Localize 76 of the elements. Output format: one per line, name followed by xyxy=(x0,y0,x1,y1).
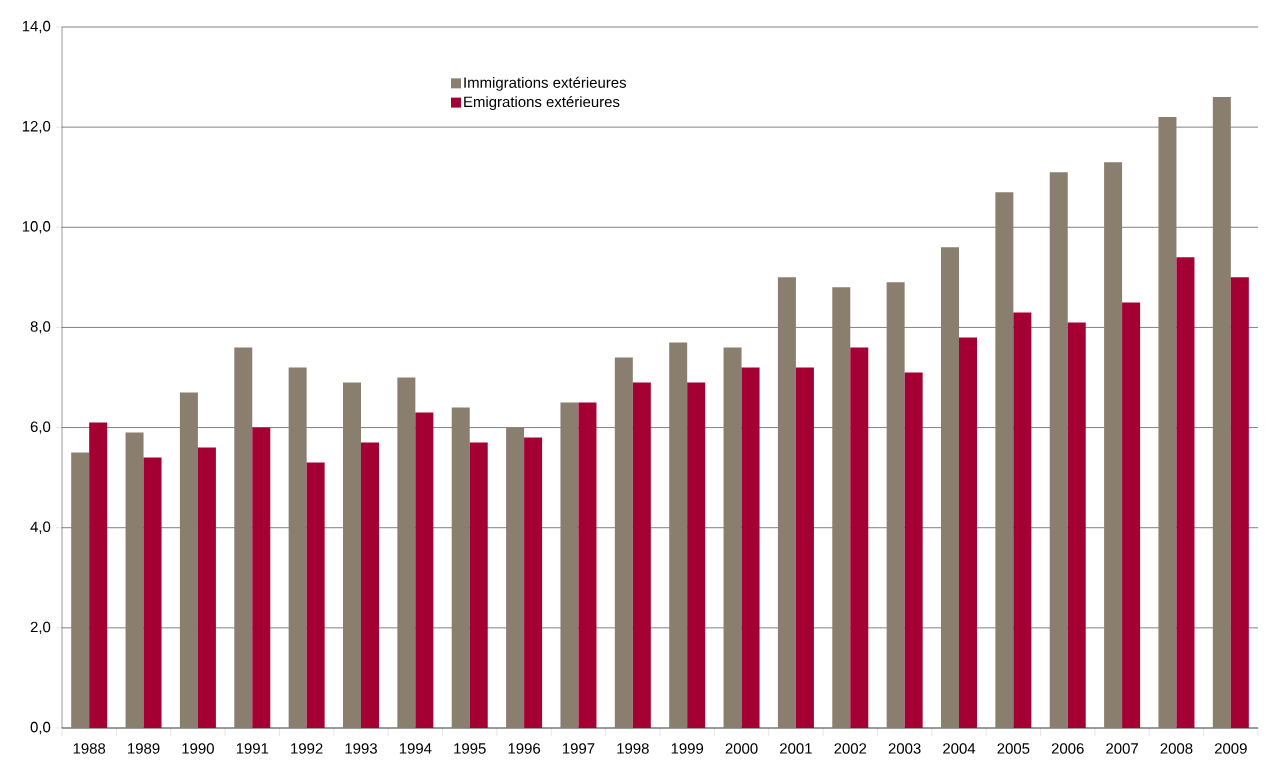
y-tick-label: 14,0 xyxy=(22,20,51,34)
x-tick-label: 2005 xyxy=(997,743,1030,754)
bar xyxy=(941,247,959,728)
bar xyxy=(125,432,144,728)
x-tick-label: 2004 xyxy=(943,743,976,754)
bar xyxy=(1230,277,1249,728)
bar xyxy=(71,452,90,728)
bar xyxy=(234,347,253,728)
bar xyxy=(777,277,796,728)
bar xyxy=(288,367,307,728)
x-tick-label: 1993 xyxy=(345,743,377,754)
y-tick-label: 10,0 xyxy=(22,221,51,234)
legend-label: Immigrations extérieures xyxy=(464,76,627,91)
y-tick-label: 0,0 xyxy=(30,721,51,735)
bar xyxy=(1176,257,1195,728)
bar xyxy=(143,457,162,728)
bar xyxy=(179,392,198,728)
x-tick-label: 1996 xyxy=(508,743,541,754)
x-tick-label: 1992 xyxy=(291,743,323,754)
x-tick-label: 2000 xyxy=(725,743,758,754)
bar xyxy=(415,412,434,728)
x-tick-label: 1995 xyxy=(454,743,486,754)
bar xyxy=(669,342,688,728)
x-tick-label: 2008 xyxy=(1160,743,1193,754)
bar xyxy=(632,382,651,728)
bar xyxy=(469,442,488,728)
bar xyxy=(886,282,905,728)
y-tick-label: 8,0 xyxy=(30,321,51,334)
bar xyxy=(687,382,706,728)
bar xyxy=(1049,172,1068,728)
bar xyxy=(850,347,869,728)
bar xyxy=(795,367,814,728)
bar xyxy=(397,377,416,728)
x-tick-label: 1997 xyxy=(562,743,595,754)
legend-label: Emigrations extérieures xyxy=(464,95,620,111)
bar xyxy=(1104,162,1123,728)
y-tick-label: 6,0 xyxy=(30,421,51,434)
x-tick-label: 1989 xyxy=(128,743,160,754)
x-tick-label: 2009 xyxy=(1214,743,1247,754)
x-tick-label: 1999 xyxy=(671,743,704,754)
bar xyxy=(524,437,543,728)
bar xyxy=(995,192,1014,728)
bar xyxy=(1212,97,1231,728)
bar xyxy=(723,347,742,728)
bar xyxy=(1013,312,1032,728)
bar xyxy=(1158,117,1177,728)
bar xyxy=(1122,302,1141,728)
x-tick-label: 1994 xyxy=(399,743,432,754)
bar xyxy=(306,462,325,728)
bar xyxy=(959,337,977,728)
x-tick-label: 1991 xyxy=(236,743,269,754)
bar xyxy=(560,402,579,728)
y-tick-label: 4,0 xyxy=(30,521,51,534)
x-tick-label: 2002 xyxy=(834,743,867,754)
bar xyxy=(506,427,525,728)
bar xyxy=(89,422,108,728)
x-tick-label: 1998 xyxy=(617,743,649,754)
x-tick-label: 1988 xyxy=(73,743,106,754)
bar xyxy=(343,382,361,728)
x-tick-label: 2003 xyxy=(888,743,921,754)
bar xyxy=(578,402,597,728)
bar xyxy=(741,367,760,728)
x-tick-label: 2001 xyxy=(780,743,812,754)
bar xyxy=(197,447,216,728)
y-tick-label: 2,0 xyxy=(30,621,51,635)
x-tick-label: 1990 xyxy=(182,743,214,754)
bar xyxy=(252,427,271,728)
y-tick-label: 12,0 xyxy=(22,120,51,134)
bar xyxy=(832,287,851,728)
x-tick-label: 2007 xyxy=(1106,743,1138,754)
bar xyxy=(904,372,923,728)
bar xyxy=(614,357,633,728)
bar xyxy=(451,407,470,728)
x-tick-label: 2006 xyxy=(1051,743,1084,754)
bar xyxy=(1067,322,1086,728)
bar xyxy=(361,442,379,728)
